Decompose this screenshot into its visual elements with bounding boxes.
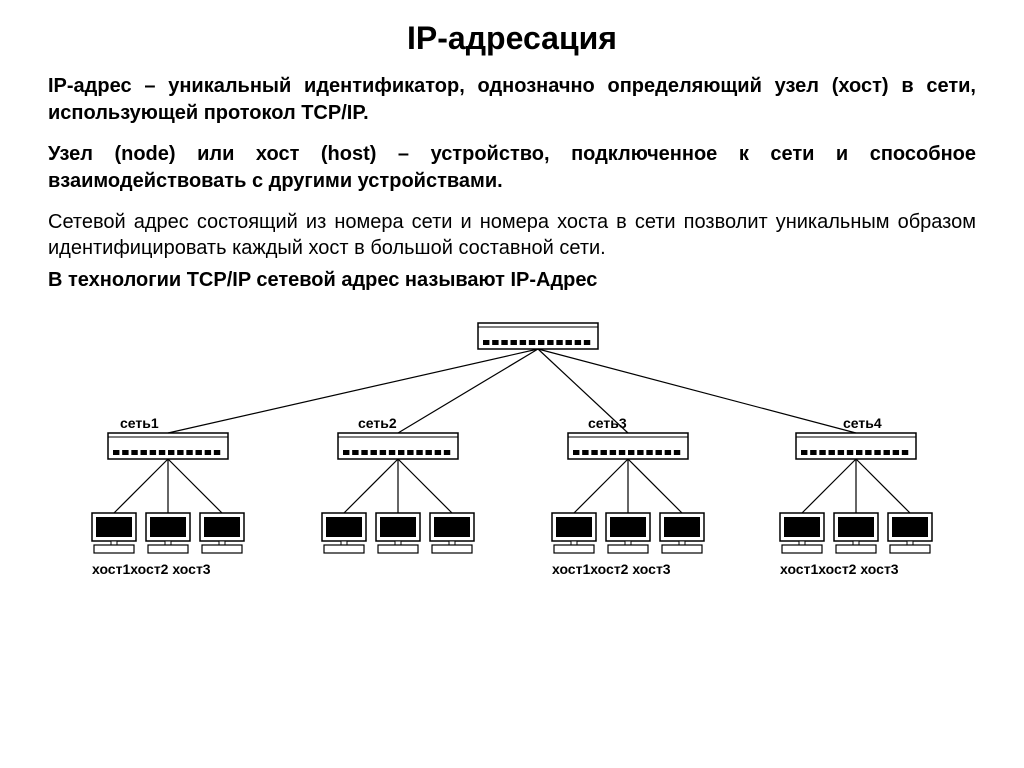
network-label: сеть4 <box>843 415 882 431</box>
page-title: IP-адресация <box>48 20 976 57</box>
network-label: сеть3 <box>588 415 627 431</box>
host-row-label: хост1хост2 хост3 <box>552 561 671 577</box>
paragraph-ip-def: IP-адрес – уникальный идентификатор, одн… <box>48 73 976 127</box>
paragraph-netaddr: Сетевой адрес состоящий из номера сети и… <box>48 209 976 261</box>
network-diagram: сеть1 сеть2 сеть3 сеть4 хост1хост2 хост3 хост… <box>48 313 976 613</box>
host-row-label: хост1хост2 хост3 <box>780 561 899 577</box>
host-row-label: хост1хост2 хост3 <box>92 561 211 577</box>
paragraph-node-def: Узел (node) или хост (host) – устройство… <box>48 141 976 195</box>
network-label: сеть1 <box>120 415 159 431</box>
paragraph-tcpip: В технологии TCP/IP сетевой адрес называ… <box>48 267 976 293</box>
network-label: сеть2 <box>358 415 397 431</box>
